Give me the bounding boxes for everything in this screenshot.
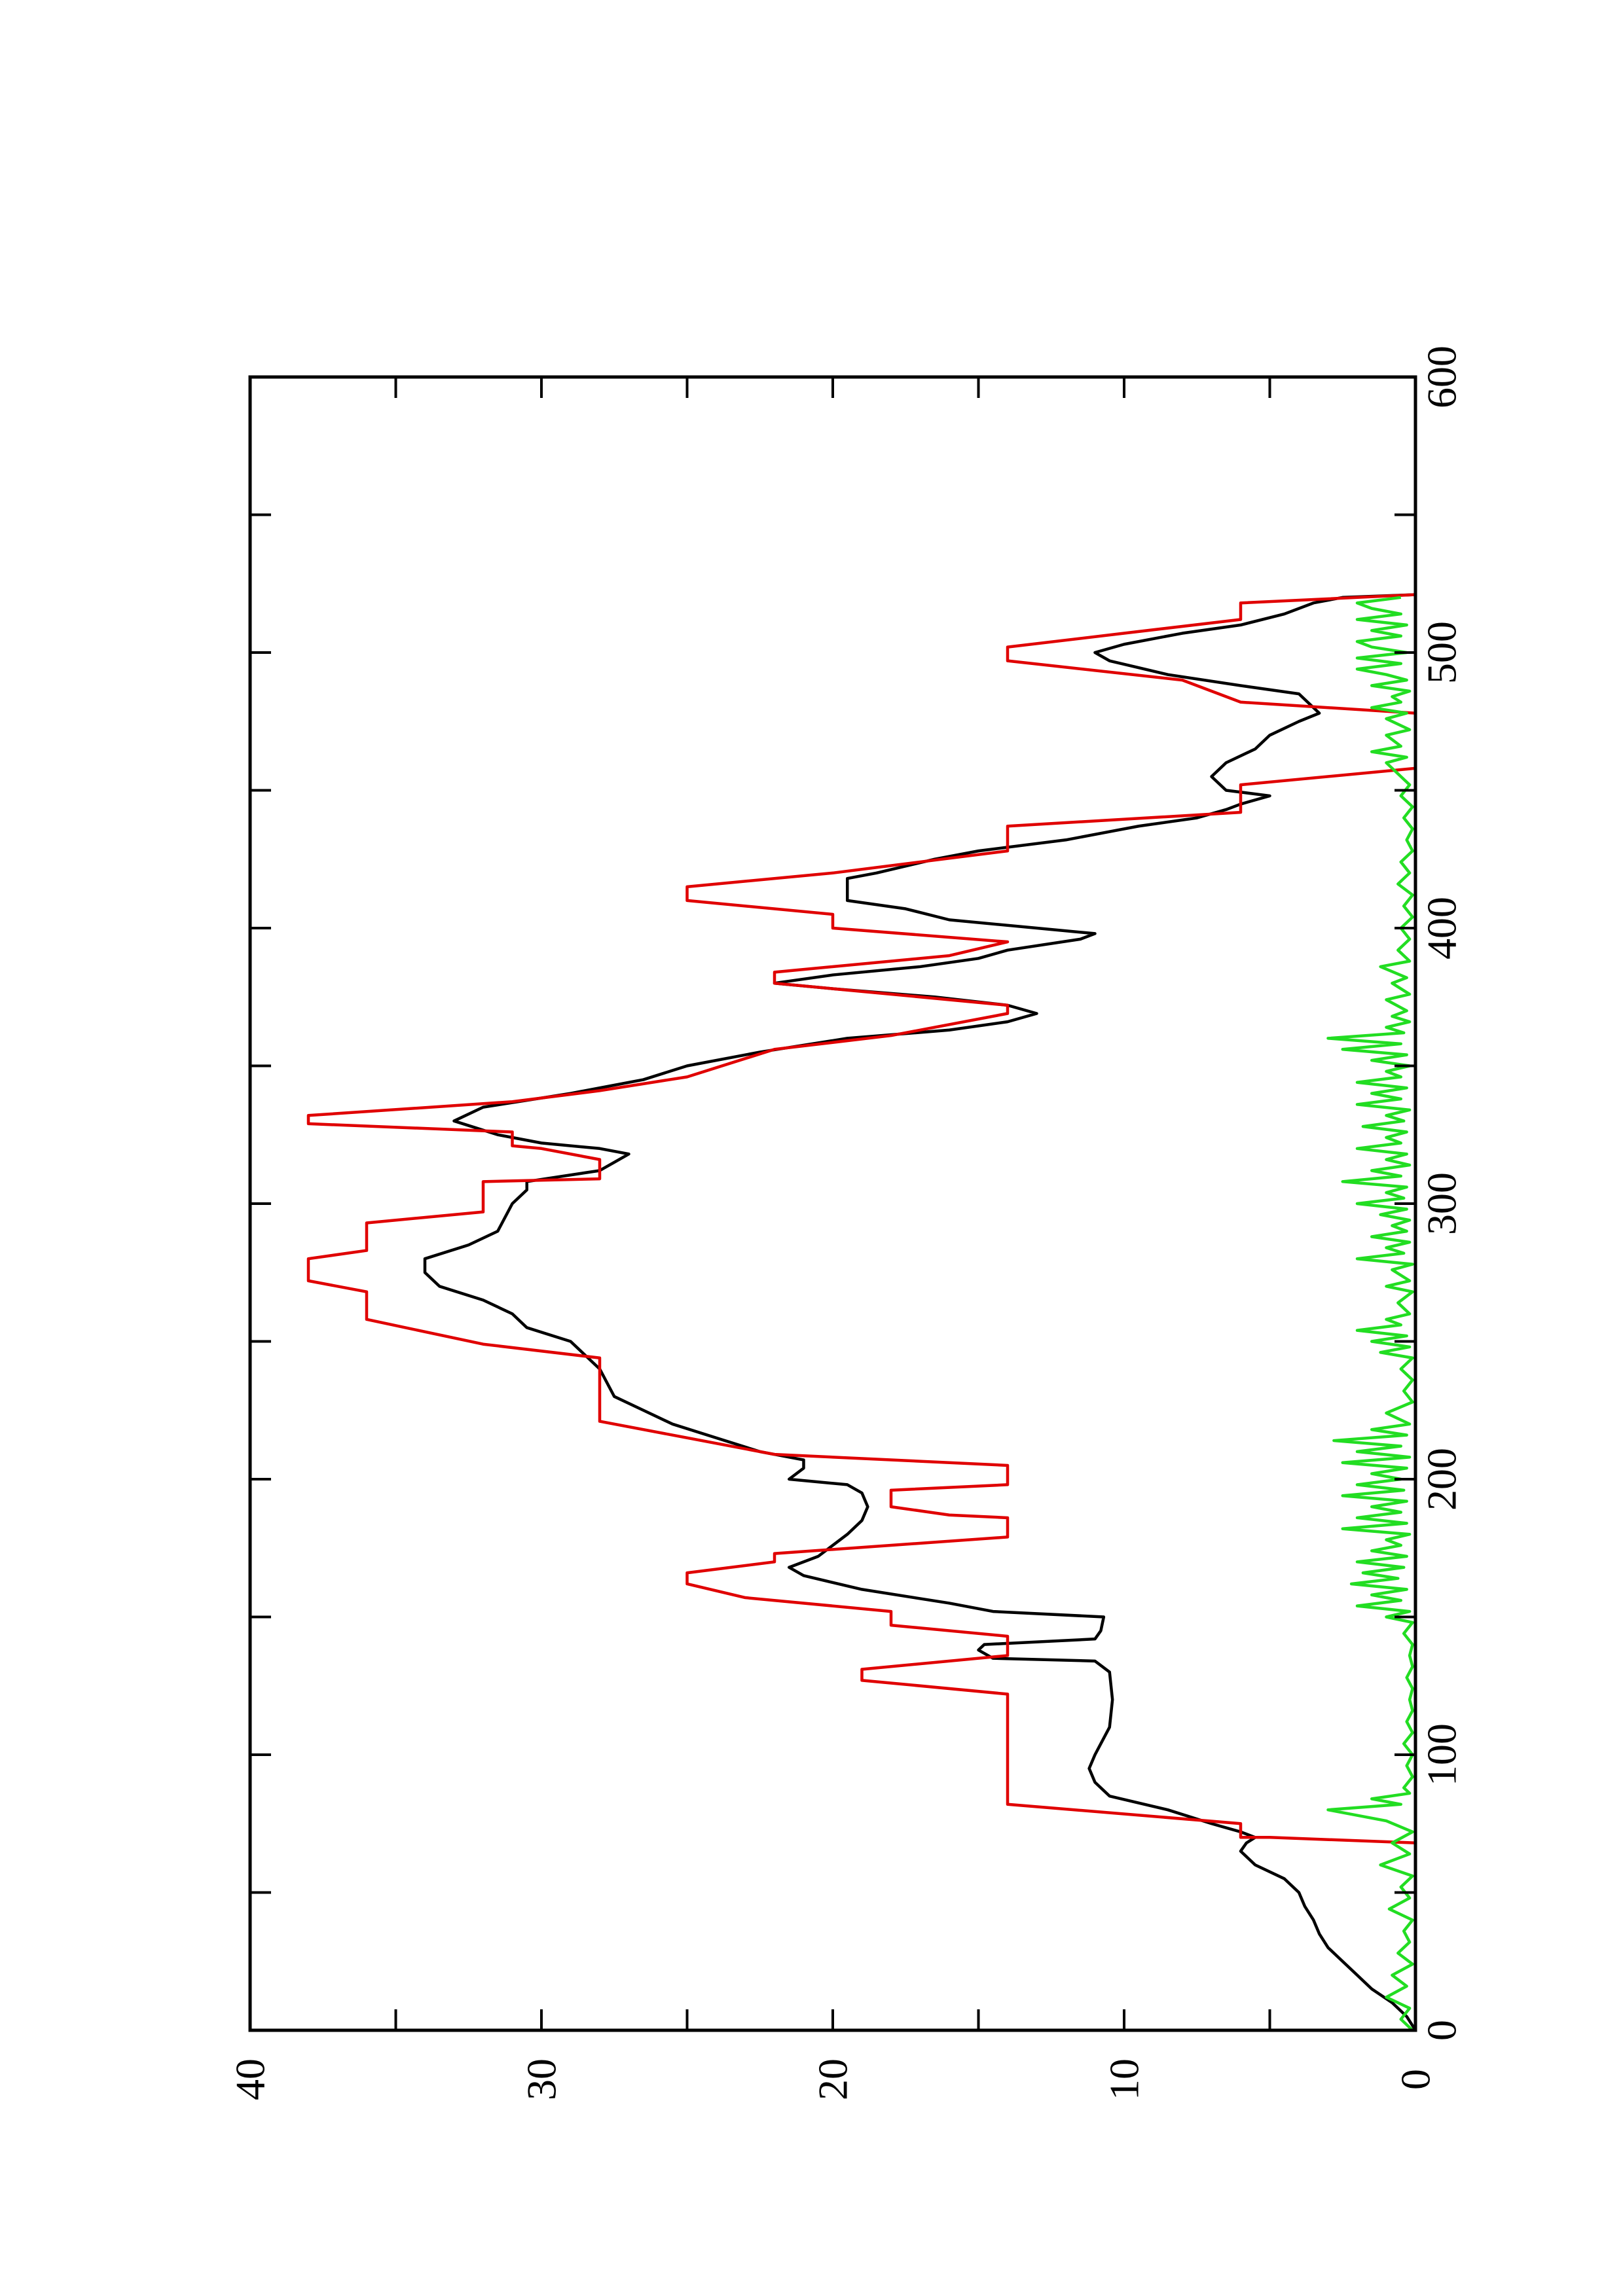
y-tick-label: 0 bbox=[1393, 2069, 1439, 2090]
y-tick-label: 40 bbox=[227, 2058, 274, 2100]
data-layer bbox=[306, 593, 1417, 2032]
x-tick-label: 300 bbox=[1419, 1172, 1465, 1235]
x-tick-label: 600 bbox=[1419, 346, 1465, 408]
x-tick-label: 0 bbox=[1419, 2020, 1465, 2041]
x-tick-label: 400 bbox=[1419, 897, 1465, 960]
y-tick-label: 20 bbox=[810, 2058, 856, 2100]
x-tick-label: 200 bbox=[1419, 1448, 1465, 1511]
y-tick-label: 30 bbox=[519, 2058, 565, 2100]
series-line-2 bbox=[306, 593, 1417, 1844]
y-tick-label: 10 bbox=[1101, 2058, 1148, 2100]
ticks-layer: 0 100 200 300 400 500 600 0 10 20 30 40 bbox=[227, 346, 1465, 2100]
series-line-3 bbox=[1326, 596, 1414, 2032]
series-line-1 bbox=[423, 593, 1417, 2032]
x-tick-label: 100 bbox=[1419, 1723, 1465, 1786]
x-tick-label: 500 bbox=[1419, 621, 1465, 684]
